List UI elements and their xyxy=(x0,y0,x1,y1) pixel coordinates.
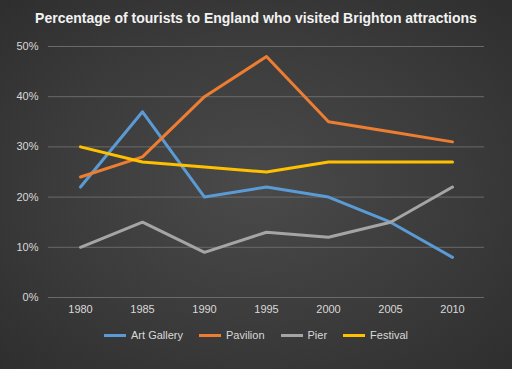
svg-text:1985: 1985 xyxy=(130,303,154,315)
svg-text:50%: 50% xyxy=(16,40,38,52)
svg-text:2000: 2000 xyxy=(316,303,340,315)
svg-text:30%: 30% xyxy=(16,140,38,152)
svg-text:20%: 20% xyxy=(16,191,38,203)
svg-text:1995: 1995 xyxy=(254,303,278,315)
svg-text:2010: 2010 xyxy=(440,303,464,315)
svg-text:2005: 2005 xyxy=(378,303,402,315)
html-text:Art Gallery: Art Gallery xyxy=(131,329,183,341)
html-text:Percentage of tourists to Engl: Percentage of tourists to England who vi… xyxy=(35,10,477,26)
svg-text:10%: 10% xyxy=(16,241,38,253)
svg-text:0%: 0% xyxy=(23,291,39,303)
svg-text:40%: 40% xyxy=(16,90,38,102)
html-text:Festival: Festival xyxy=(370,329,408,341)
svg-text:1990: 1990 xyxy=(192,303,216,315)
svg-text:1980: 1980 xyxy=(68,303,92,315)
html-text:Pavilion: Pavilion xyxy=(226,329,265,341)
html-text:Pier: Pier xyxy=(307,329,328,341)
